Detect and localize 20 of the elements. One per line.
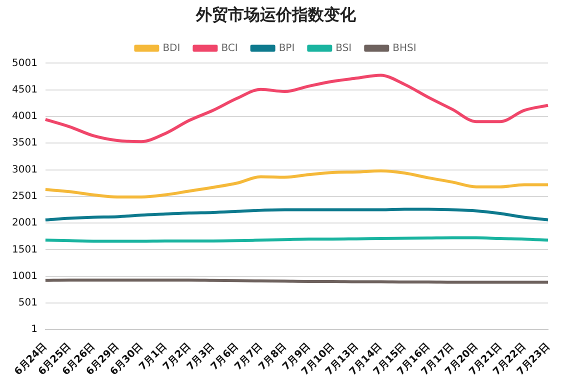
y-tick-label: 2001 — [12, 218, 38, 229]
y-tick-label: 1001 — [12, 270, 38, 282]
y-tick-label: 501 — [18, 298, 38, 309]
y-tick-label: 4501 — [12, 84, 38, 96]
y-tick-label: 3001 — [12, 164, 38, 176]
legend-label: BHSI — [392, 42, 416, 54]
legend-label: BDI — [162, 42, 180, 54]
legend-label: BPI — [278, 42, 295, 54]
chart-title: 外贸市场运价指数变化 — [195, 4, 357, 24]
y-tick-label: 1 — [31, 324, 38, 336]
y-tick-label: 2501 — [12, 191, 38, 202]
legend-label: BSI — [336, 42, 352, 54]
y-tick-label: 1501 — [12, 244, 38, 256]
line-series — [44, 74, 550, 144]
y-tick-label: 4001 — [12, 111, 38, 122]
y-tick-label: 3501 — [12, 138, 38, 149]
y-tick-label: 5001 — [12, 58, 38, 69]
line-series — [44, 208, 550, 222]
line-series — [44, 169, 550, 198]
legend-label: BCI — [221, 42, 238, 54]
